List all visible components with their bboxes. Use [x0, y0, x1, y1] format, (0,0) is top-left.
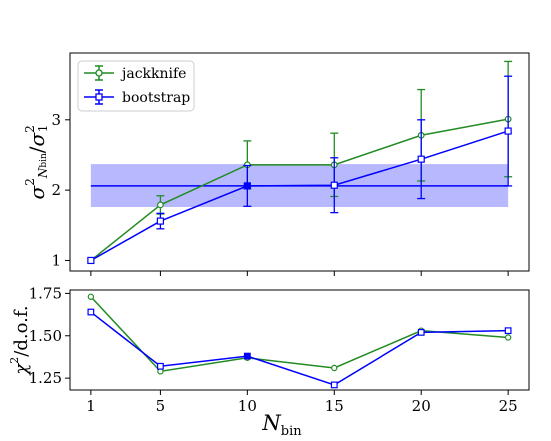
svg-text:σ2Nbin/σ21: σ2Nbin/σ21: [23, 125, 50, 200]
jackknife-chi2-point: [87, 293, 95, 300]
bottom-x-ticks: 1 5 10 15 20 25: [86, 390, 518, 415]
series-bootstrap: [87, 75, 513, 265]
svg-text:Nbin: Nbin: [261, 411, 302, 439]
bootstrap-chi2-point: [330, 381, 338, 389]
bootstrap-chi2-point: [157, 362, 164, 370]
bottom-y-ticks: 1.25 1.50 1.75: [29, 284, 70, 387]
bottom-x-axis-label: Nbin: [261, 411, 302, 439]
x-tick-label: 25: [499, 397, 518, 415]
top-y-ticks: 1 2 3: [51, 111, 70, 269]
bootstrap-point: [330, 181, 338, 189]
jackknife-point: [157, 201, 164, 209]
bottom-panel: 1.251.501.75 1 5 10 15 20 25 χ2/d.o.f. Nbin: [8, 284, 530, 439]
bootstrap-chi2-point: [417, 328, 425, 336]
bootstrap-point: [243, 182, 251, 190]
chi2-series-bootstrap: [87, 308, 512, 389]
x-tick-label: 5: [156, 397, 166, 415]
bootstrap-chi2-point: [243, 352, 251, 360]
legend-bootstrap-label: bootstrap: [122, 90, 190, 106]
y-tick-label: 1.50: [29, 327, 62, 345]
y-tick-label: 1.25: [29, 369, 62, 387]
bootstrap-point: [417, 155, 425, 163]
top-axes-frame: [69, 52, 530, 272]
x-tick-label: 1: [86, 397, 96, 415]
x-tick-label: 20: [412, 397, 431, 415]
x-tick-label: 10: [238, 397, 257, 415]
legend-jackknife-label: jackknife: [120, 66, 186, 82]
bottom-series-layer: [87, 293, 512, 389]
bottom-y-axis-label: χ2/d.o.f.: [8, 305, 32, 376]
bootstrap-chi2-point: [504, 327, 512, 335]
bottom-axes-frame: [69, 289, 530, 391]
legend-jackknife-marker: [84, 65, 114, 81]
legend: jackknife bootstrap: [77, 60, 195, 112]
y-tick-label: 2: [51, 181, 61, 199]
y-tick-label: 1.75: [29, 284, 62, 302]
top-y-axis-label: σ2Nbin/σ21: [23, 125, 50, 200]
y-tick-label: 3: [51, 111, 61, 129]
top-x-ticks: [90, 271, 509, 276]
y-tick-label: 1: [51, 251, 61, 269]
bootstrap-chi2-line: [90, 311, 509, 386]
jackknife-chi2-point: [504, 334, 512, 341]
jackknife-line: [90, 118, 509, 262]
top-series-layer: [87, 60, 513, 265]
bootstrap-point: [504, 127, 512, 135]
legend-bootstrap-marker: [84, 89, 114, 105]
svg-text:χ2/d.o.f.: χ2/d.o.f.: [8, 305, 32, 376]
top-panel: 1 2 3 σ2Nbin/σ21 jackknife: [23, 52, 530, 276]
bootstrap-point: [156, 217, 165, 225]
bootstrap-chi2-point: [87, 308, 95, 316]
bootstrap-line: [90, 130, 509, 262]
x-tick-label: 15: [325, 397, 344, 415]
jackknife-chi2-point: [331, 364, 338, 372]
bootstrap-point: [87, 256, 95, 265]
